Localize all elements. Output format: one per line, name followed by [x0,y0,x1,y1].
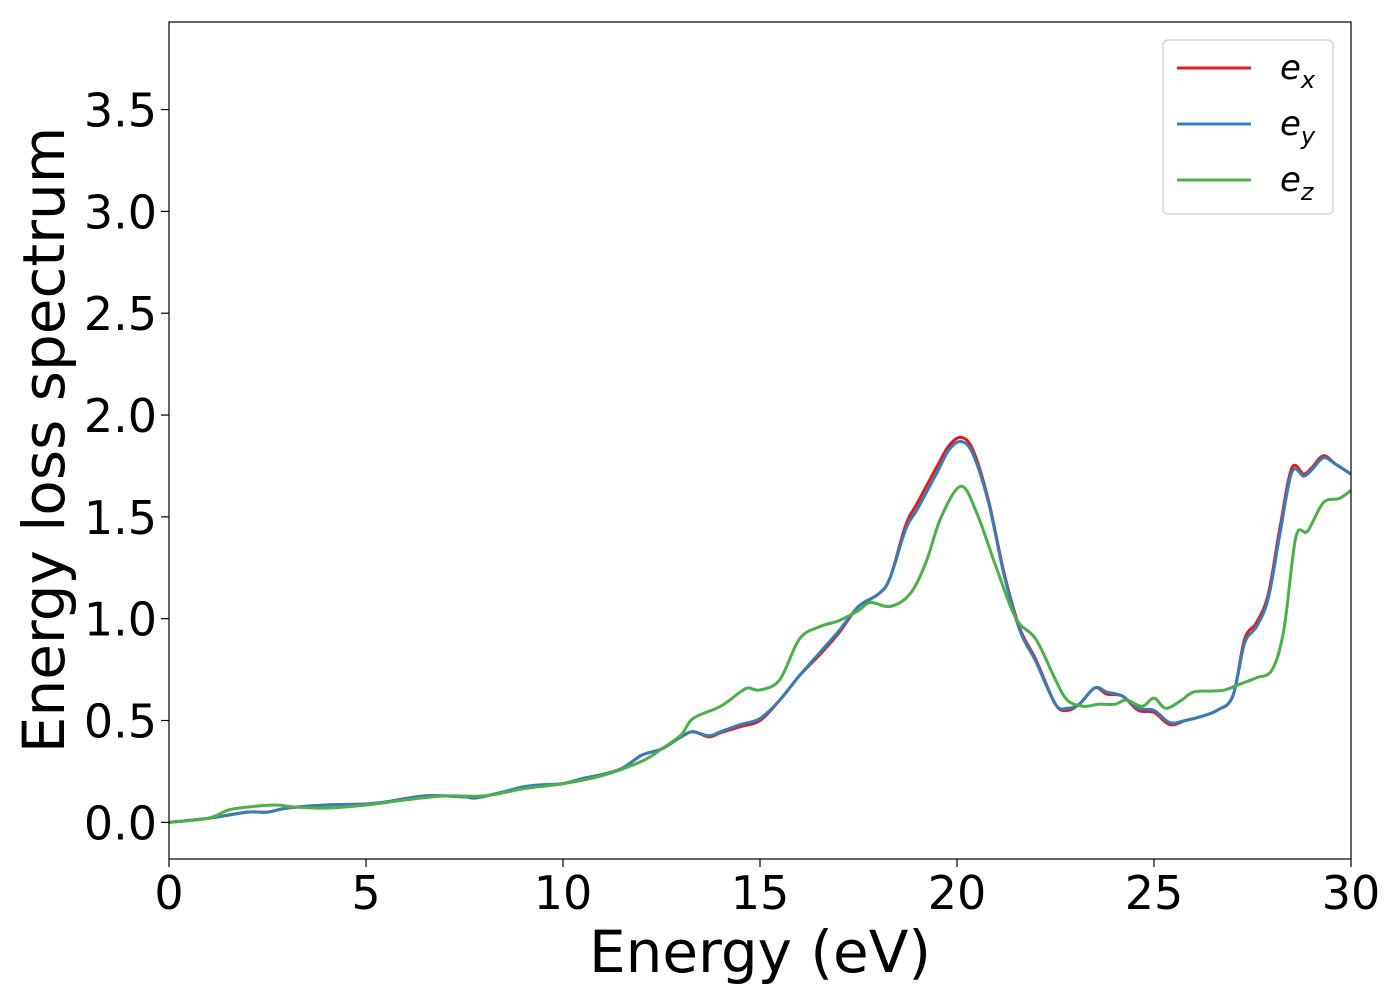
series-line-y [169,439,1351,824]
x-tick-label: 30 [1322,866,1381,920]
x-tick-label: 15 [731,866,790,920]
y-tick-label: 1.0 [84,593,157,647]
x-tick-label: 10 [534,866,593,920]
x-tick-label: 5 [351,866,380,920]
y-tick-label: 0.5 [84,695,157,749]
legend-box [1162,39,1334,215]
y-tick-label: 3.0 [84,185,157,239]
plot-frame [168,21,1352,860]
series-line-z [169,484,1351,824]
legend: ex ey ez [1162,39,1334,215]
y-axis-title: Energy loss spectrum [10,127,78,753]
y-tick-label: 2.5 [84,287,157,341]
legend-label-x: ex [1280,48,1316,94]
y-tick-label: 1.5 [84,491,157,545]
y-tick-label: 2.0 [84,389,157,443]
legend-label-z: ez [1280,160,1315,206]
x-tick-label: 0 [154,866,183,920]
y-tick-label: 0.0 [84,796,157,850]
plot-area [169,435,1351,824]
x-axis-ticks: 0 5 10 15 20 25 30 [154,859,1380,920]
series-line-x [169,435,1351,824]
y-axis-ticks: 0.0 0.5 1.0 1.5 2.0 2.5 3.0 3.5 [84,84,169,850]
x-axis-title: Energy (eV) [589,918,931,986]
x-tick-label: 20 [928,866,987,920]
legend-label-y: ey [1280,104,1316,150]
y-tick-label: 3.5 [84,84,157,138]
x-tick-label: 25 [1125,866,1184,920]
